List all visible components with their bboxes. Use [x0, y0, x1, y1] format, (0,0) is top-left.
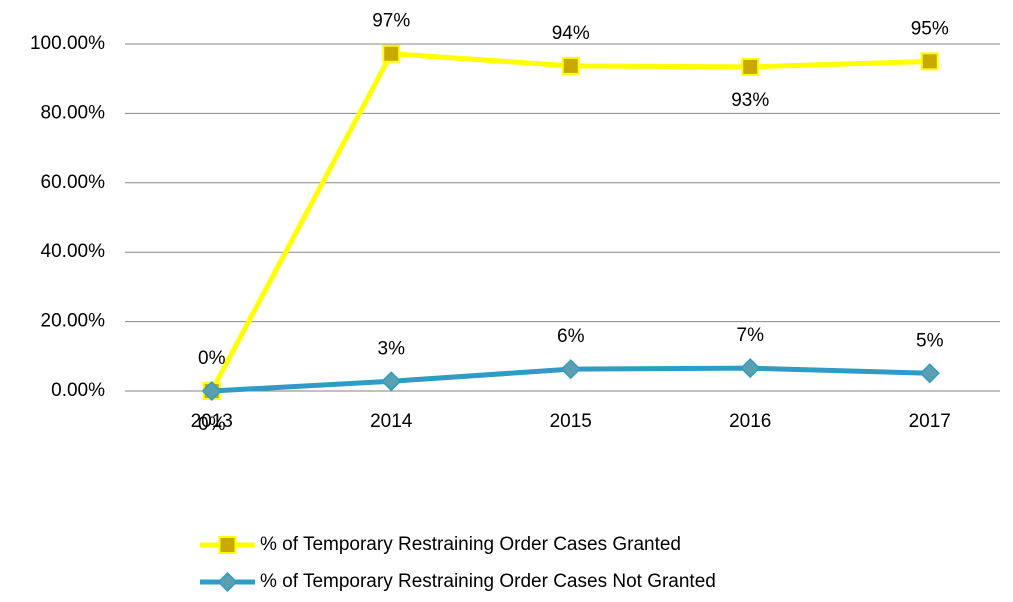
data-point	[741, 57, 760, 76]
legend-marker	[218, 536, 237, 554]
y-tick-label: 80.00%	[41, 102, 106, 123]
data-label: 0%	[198, 414, 226, 435]
data-label: 93%	[731, 90, 769, 111]
y-tick-label: 60.00%	[41, 172, 106, 193]
data-point	[381, 371, 402, 392]
data-label: 95%	[911, 18, 949, 39]
x-tick-label: 2014	[370, 411, 413, 432]
data-point	[201, 380, 222, 402]
data-label: 7%	[737, 325, 765, 346]
legend-marker	[217, 571, 238, 593]
legend-label: % of Temporary Restraining Order Cases G…	[260, 534, 681, 555]
y-tick-label: 40.00%	[41, 241, 106, 262]
data-point	[561, 56, 580, 75]
y-tick-label: 100.00%	[30, 33, 105, 54]
legend-label: % of Temporary Restraining Order Cases N…	[260, 571, 716, 592]
x-tick-label: 2017	[909, 411, 951, 432]
data-label: 0%	[198, 348, 226, 369]
data-label: 3%	[378, 338, 406, 359]
data-point	[919, 363, 940, 384]
data-label: 94%	[552, 23, 590, 44]
data-point	[382, 44, 401, 63]
x-tick-label: 2013	[191, 411, 233, 432]
data-label: 5%	[916, 330, 944, 351]
y-tick-label: 20.00%	[41, 311, 106, 332]
x-tick-label: 2016	[729, 411, 771, 432]
data-point	[560, 359, 581, 380]
data-point	[920, 52, 939, 71]
x-tick-label: 2015	[550, 411, 592, 432]
data-point	[740, 358, 761, 379]
y-tick-label: 0.00%	[51, 380, 105, 401]
data-label: 97%	[372, 11, 410, 32]
data-label: 6%	[557, 326, 585, 347]
